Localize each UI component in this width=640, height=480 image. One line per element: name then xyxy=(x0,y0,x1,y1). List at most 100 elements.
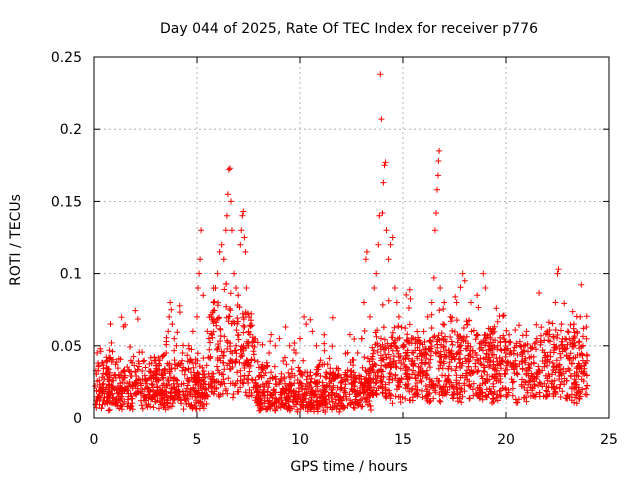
data-point xyxy=(291,340,298,346)
data-point xyxy=(387,241,394,248)
data-points xyxy=(92,71,591,415)
data-point xyxy=(412,383,419,390)
data-point xyxy=(309,328,316,335)
data-point xyxy=(572,394,578,401)
data-point xyxy=(266,350,273,356)
data-point xyxy=(364,389,371,396)
data-point xyxy=(557,394,564,400)
data-point xyxy=(118,403,125,409)
data-point xyxy=(166,381,173,388)
data-point xyxy=(190,384,197,391)
data-point xyxy=(398,324,405,331)
data-point xyxy=(583,313,590,320)
data-point xyxy=(481,364,488,371)
data-point xyxy=(152,362,159,369)
data-point xyxy=(456,380,463,387)
data-point xyxy=(139,386,146,393)
data-point xyxy=(238,227,245,234)
data-point xyxy=(213,384,220,391)
data-point xyxy=(415,334,422,341)
data-point xyxy=(189,405,196,411)
data-point xyxy=(240,322,247,329)
data-point xyxy=(514,371,521,378)
data-point xyxy=(348,371,355,378)
data-point xyxy=(156,357,163,364)
data-point xyxy=(524,341,531,347)
data-point xyxy=(344,367,351,374)
data-point xyxy=(558,321,565,328)
data-point xyxy=(455,355,462,362)
data-point xyxy=(483,386,490,393)
data-point xyxy=(190,364,197,371)
data-point xyxy=(224,362,231,369)
data-point xyxy=(456,343,463,350)
data-point xyxy=(207,376,214,382)
data-point xyxy=(475,367,482,374)
data-point xyxy=(160,380,167,387)
data-point xyxy=(416,337,423,344)
data-point xyxy=(354,399,361,406)
data-point xyxy=(363,248,370,255)
data-point xyxy=(211,298,218,305)
data-point xyxy=(239,352,246,359)
data-point xyxy=(361,379,368,386)
data-point xyxy=(520,394,527,401)
data-point xyxy=(321,389,328,396)
data-point xyxy=(179,350,186,356)
data-point xyxy=(254,339,261,346)
data-point xyxy=(578,350,585,357)
data-point xyxy=(235,388,242,395)
data-point xyxy=(203,400,210,407)
data-point xyxy=(453,372,460,379)
data-point xyxy=(409,357,416,364)
data-point xyxy=(246,393,252,400)
data-point xyxy=(152,398,159,405)
data-point xyxy=(430,395,437,402)
data-point xyxy=(205,354,212,361)
data-point xyxy=(220,256,227,263)
data-point xyxy=(294,377,301,383)
data-point xyxy=(215,367,221,374)
data-point xyxy=(221,286,228,293)
y-tick-labels: 0 0.05 0.1 0.15 0.2 0.25 xyxy=(51,50,82,427)
data-point xyxy=(343,395,350,402)
data-point xyxy=(425,360,432,367)
data-point xyxy=(236,304,243,311)
data-point xyxy=(450,391,457,398)
data-point xyxy=(145,389,152,395)
data-point xyxy=(472,363,479,370)
data-point xyxy=(401,361,408,368)
data-point xyxy=(373,379,380,386)
data-point xyxy=(389,400,396,407)
data-point xyxy=(395,379,402,386)
data-point xyxy=(193,399,199,406)
data-point xyxy=(307,372,313,379)
data-point xyxy=(165,328,172,335)
data-point xyxy=(528,370,535,377)
data-point xyxy=(293,398,300,405)
data-point xyxy=(99,381,106,388)
data-point xyxy=(340,405,347,412)
data-point xyxy=(444,376,451,382)
data-point xyxy=(272,389,279,396)
data-point xyxy=(338,401,345,408)
data-point xyxy=(367,377,374,383)
data-point xyxy=(114,390,121,397)
data-point xyxy=(336,408,343,415)
data-point xyxy=(515,396,522,403)
data-point xyxy=(154,371,160,378)
data-point xyxy=(221,366,228,373)
data-point xyxy=(491,323,498,330)
data-point xyxy=(119,406,125,413)
data-point xyxy=(353,391,360,398)
data-point xyxy=(307,316,314,323)
data-point xyxy=(226,313,233,320)
data-point xyxy=(452,367,459,374)
data-point xyxy=(398,360,405,366)
data-point xyxy=(158,401,164,408)
data-point xyxy=(207,339,214,346)
data-point xyxy=(488,328,495,335)
data-point xyxy=(422,359,429,366)
data-point xyxy=(578,281,585,288)
data-point xyxy=(94,378,101,385)
